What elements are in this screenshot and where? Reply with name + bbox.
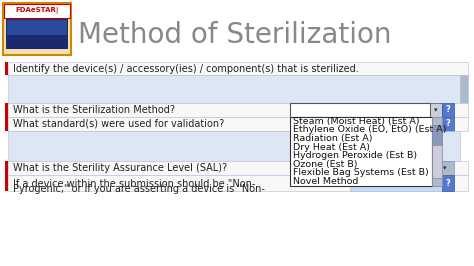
Text: Ethylene Oxide (EO, EtO) (Est A): Ethylene Oxide (EO, EtO) (Est A)	[293, 125, 447, 134]
Text: Flexible Bag Systems (Est B): Flexible Bag Systems (Est B)	[293, 168, 429, 177]
Bar	[442, 103, 454, 117]
Text: Pyrogenic," or if you are asserting a device is "Non-: Pyrogenic," or if you are asserting a de…	[13, 184, 265, 194]
Text: Method of Sterilization: Method of Sterilization	[78, 21, 392, 49]
Text: Novel Method: Novel Method	[293, 177, 358, 186]
Bar	[442, 175, 454, 191]
Text: Steam (Moist Heat) (Est A): Steam (Moist Heat) (Est A)	[293, 117, 419, 126]
Bar	[5, 103, 8, 131]
Bar	[8, 103, 468, 117]
Text: ▾: ▾	[434, 107, 438, 113]
Bar	[290, 117, 432, 186]
Bar	[6, 19, 68, 49]
Bar	[8, 75, 460, 103]
Bar	[4, 4, 70, 18]
Text: Identify the device(s) / accessory(ies) / component(s) that is sterilized.: Identify the device(s) / accessory(ies) …	[13, 64, 359, 73]
Text: ?: ?	[446, 119, 450, 128]
Text: What is the Sterilization Method?: What is the Sterilization Method?	[13, 105, 175, 115]
Bar	[5, 161, 8, 175]
Bar	[7, 20, 67, 35]
Text: What is the Sterility Assurance Level (SAL)?: What is the Sterility Assurance Level (S…	[13, 163, 227, 173]
Text: What standard(s) were used for validation?: What standard(s) were used for validatio…	[13, 119, 224, 129]
Bar	[432, 178, 442, 186]
Text: Hydrogen Peroxide (Est B): Hydrogen Peroxide (Est B)	[293, 151, 417, 160]
Bar	[8, 117, 468, 131]
Text: If a device within the submission should be "Non-: If a device within the submission should…	[13, 179, 255, 189]
Bar	[442, 161, 454, 175]
Bar	[432, 117, 442, 125]
Bar	[432, 125, 442, 145]
Bar	[432, 117, 442, 186]
Bar	[460, 75, 468, 103]
Bar	[440, 161, 450, 175]
Bar	[8, 62, 468, 75]
Bar	[5, 175, 8, 191]
Bar	[8, 175, 468, 191]
Text: FDAeSTAR|: FDAeSTAR|	[15, 7, 59, 15]
Text: ?: ?	[446, 178, 450, 188]
Bar	[350, 161, 440, 175]
Bar	[3, 3, 71, 55]
Bar	[442, 117, 454, 131]
Bar	[350, 175, 450, 191]
Text: Dry Heat (Est A): Dry Heat (Est A)	[293, 143, 370, 152]
Text: ?: ?	[446, 106, 450, 114]
Text: Ozone (Est B): Ozone (Est B)	[293, 160, 357, 169]
Bar	[430, 103, 442, 117]
Text: ▾: ▾	[443, 165, 447, 171]
Bar	[8, 161, 468, 175]
Bar	[8, 131, 460, 161]
Bar	[5, 62, 8, 75]
Text: Radiation (Est A): Radiation (Est A)	[293, 134, 373, 143]
Bar	[290, 103, 430, 117]
